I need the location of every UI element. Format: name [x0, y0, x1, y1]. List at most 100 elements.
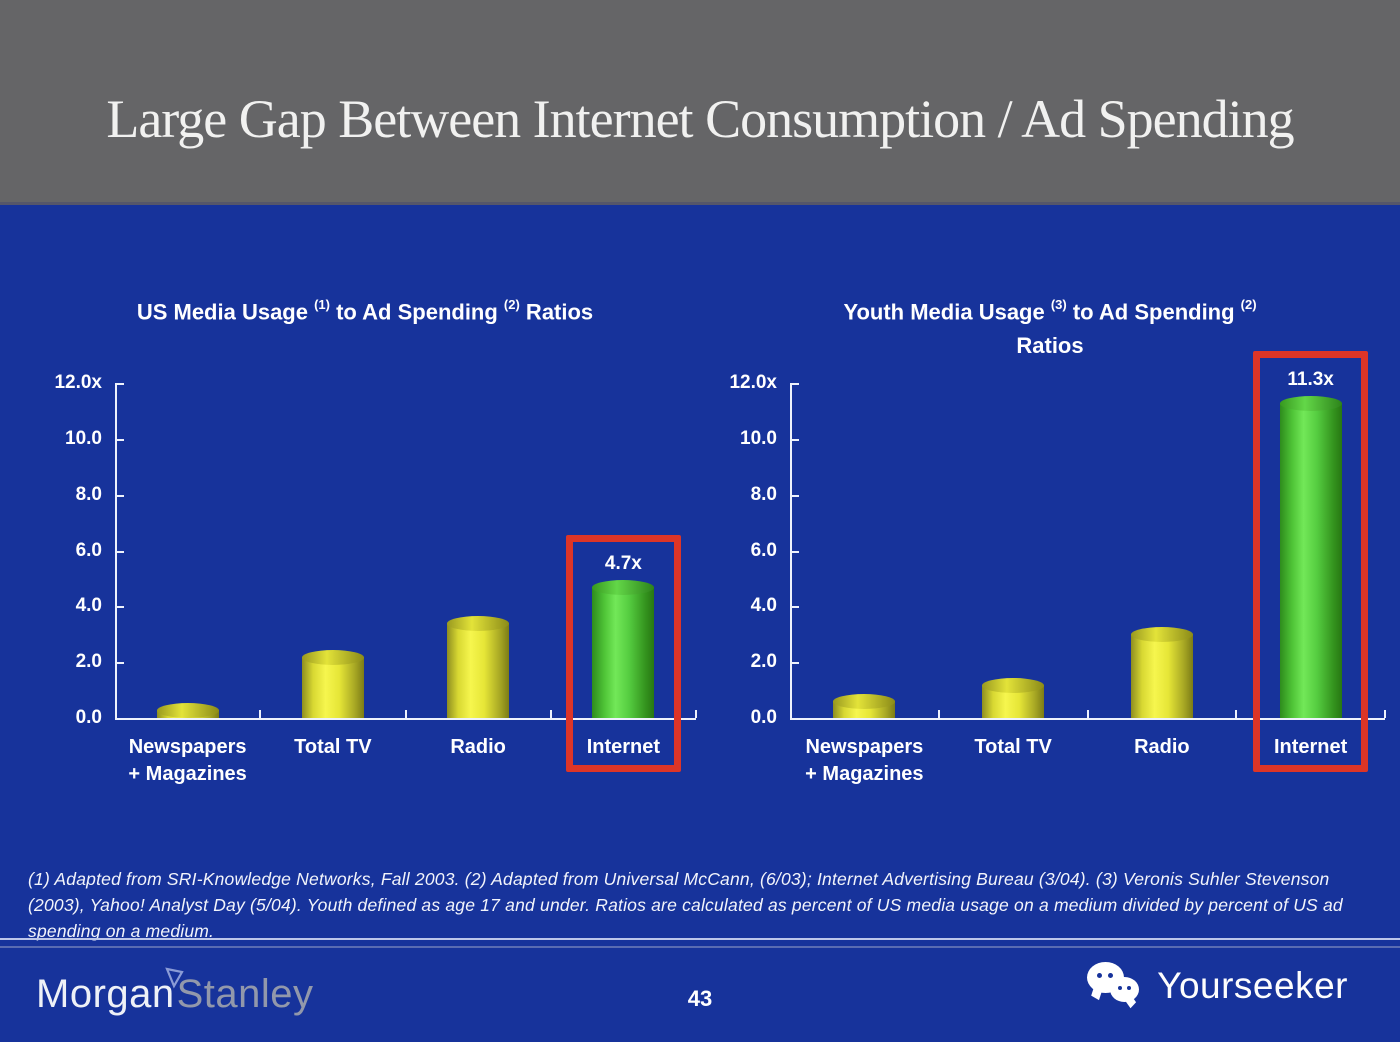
y-tick-label: 8.0	[750, 483, 777, 505]
y-tick	[790, 606, 799, 609]
y-tick-label: 12.0x	[729, 372, 777, 393]
y-tick-label: 10.0	[65, 427, 102, 449]
y-tick	[115, 438, 124, 441]
footer-divider-line-2	[0, 946, 1400, 948]
bar-top-cap	[1279, 395, 1342, 411]
bar-top-cap	[833, 694, 896, 710]
title-superscript: (1)	[314, 297, 330, 312]
category-label: Newspapers + Magazines	[779, 734, 949, 788]
bar-total-tv	[982, 677, 1045, 718]
bar-top-cap	[1130, 627, 1193, 643]
title-superscript: (2)	[1240, 297, 1257, 312]
x-tick	[259, 710, 262, 718]
wechat-icon	[1087, 962, 1143, 1010]
watermark: Yourseeker	[1087, 962, 1348, 1010]
bar-value-label: 11.3x	[1287, 368, 1334, 390]
category-label: Total TV	[928, 734, 1098, 761]
title-text: US Media Usage	[136, 299, 315, 325]
y-tick-label: 2.0	[750, 651, 777, 673]
category-label: Radio	[393, 734, 563, 761]
category-label-line: Radio	[1134, 736, 1190, 758]
morgan-stanley-logo: MorganStanley	[36, 967, 314, 1028]
category-label-line: Newspapers	[128, 736, 247, 758]
x-tick	[1384, 710, 1386, 718]
x-tick	[695, 710, 697, 718]
bar-top-cap	[156, 702, 219, 718]
watermark-label: Yourseeker	[1157, 965, 1348, 1006]
bar-total-tv	[301, 649, 364, 718]
bar-top-cap	[592, 579, 655, 595]
youth-media-chart-title: Youth Media Usage (3) to Ad Spending (2)…	[760, 290, 1340, 363]
bar-radio	[447, 616, 510, 718]
y-tick	[115, 494, 124, 497]
title-superscript: (2)	[503, 297, 520, 312]
category-label: Newspapers + Magazines	[103, 734, 273, 788]
bar-top-cap	[301, 649, 364, 665]
x-axis-line	[115, 718, 696, 720]
title-text: to Ad Spending	[1066, 299, 1241, 325]
x-tick	[549, 710, 552, 718]
title-banner: Large Gap Between Internet Consumption /…	[0, 0, 1400, 205]
bar-newspapers	[833, 694, 896, 718]
y-tick	[790, 550, 799, 553]
category-label-line: Internet	[1273, 736, 1348, 758]
y-tick	[115, 662, 124, 665]
category-label-line: Newspapers	[805, 736, 924, 758]
morgan-stanley-triangle-icon	[164, 954, 185, 999]
category-label-line: + Magazines	[805, 763, 924, 785]
brand-part-morgan: Morgan	[36, 972, 175, 1016]
y-tick	[115, 383, 124, 385]
y-tick-label: 6.0	[750, 539, 777, 561]
footer-divider-line	[0, 938, 1400, 940]
slide-title: Large Gap Between Internet Consumption /…	[106, 89, 1294, 149]
category-label-line: Internet	[586, 736, 661, 758]
x-axis-line	[790, 718, 1385, 720]
y-tick-label: 0.0	[75, 707, 102, 728]
us-media-chart-title: US Media Usage (1) to Ad Spending (2) Ra…	[45, 290, 685, 329]
bar-radio	[1130, 627, 1193, 718]
x-tick	[404, 710, 407, 718]
us-media-chart: 12.0x 10.0 8.0 6.0 4.0 2.0 0.0 Newspapers + Maga…	[30, 368, 700, 790]
category-label: Internet	[538, 734, 708, 761]
footnote: (1) Adapted from SRI-Knowledge Networks,…	[28, 869, 1343, 941]
category-label: Radio	[1077, 734, 1247, 761]
title-text: Ratios	[519, 299, 594, 325]
y-tick-label: 10.0	[740, 427, 777, 449]
y-tick	[115, 550, 124, 553]
category-label-line: + Magazines	[128, 763, 247, 785]
y-tick	[790, 438, 799, 441]
bar-internet	[1279, 395, 1342, 718]
y-tick-label: 6.0	[75, 539, 102, 561]
title-text: Youth Media Usage	[843, 299, 1051, 325]
category-label: Total TV	[248, 734, 418, 761]
y-tick-label: 8.0	[75, 483, 102, 505]
x-tick	[1086, 710, 1089, 718]
category-label-line: Total TV	[294, 736, 372, 758]
y-tick-label: 0.0	[750, 707, 777, 728]
wechat-small-bubble	[1110, 977, 1140, 1002]
page-number: 43	[687, 986, 713, 1011]
y-tick-label: 4.0	[75, 595, 102, 617]
title-superscript: (3)	[1050, 297, 1067, 312]
bar-top-cap	[447, 616, 510, 632]
y-tick-label: 4.0	[750, 595, 777, 617]
title-text: to Ad Spending	[329, 299, 504, 325]
highlight-rectangle	[1253, 350, 1369, 772]
bar-newspapers	[156, 702, 219, 718]
youth-media-chart: 12.0x 10.0 8.0 6.0 4.0 2.0 0.0 Newspapers + Maga…	[705, 350, 1396, 790]
category-label-line: Radio	[450, 736, 506, 758]
category-label: Internet	[1226, 734, 1396, 761]
y-tick-label: 12.0x	[54, 372, 102, 393]
bar-internet	[592, 579, 655, 718]
y-tick	[115, 606, 124, 609]
bar-value-label: 4.7x	[604, 552, 642, 574]
brand-part-stanley: Stanley	[176, 972, 314, 1016]
highlight-rectangle	[565, 534, 681, 772]
y-tick	[790, 494, 799, 497]
y-tick	[790, 383, 799, 385]
bar-top-cap	[982, 677, 1045, 693]
x-tick	[1235, 710, 1238, 718]
x-tick	[937, 710, 940, 718]
y-tick-label: 2.0	[75, 651, 102, 673]
